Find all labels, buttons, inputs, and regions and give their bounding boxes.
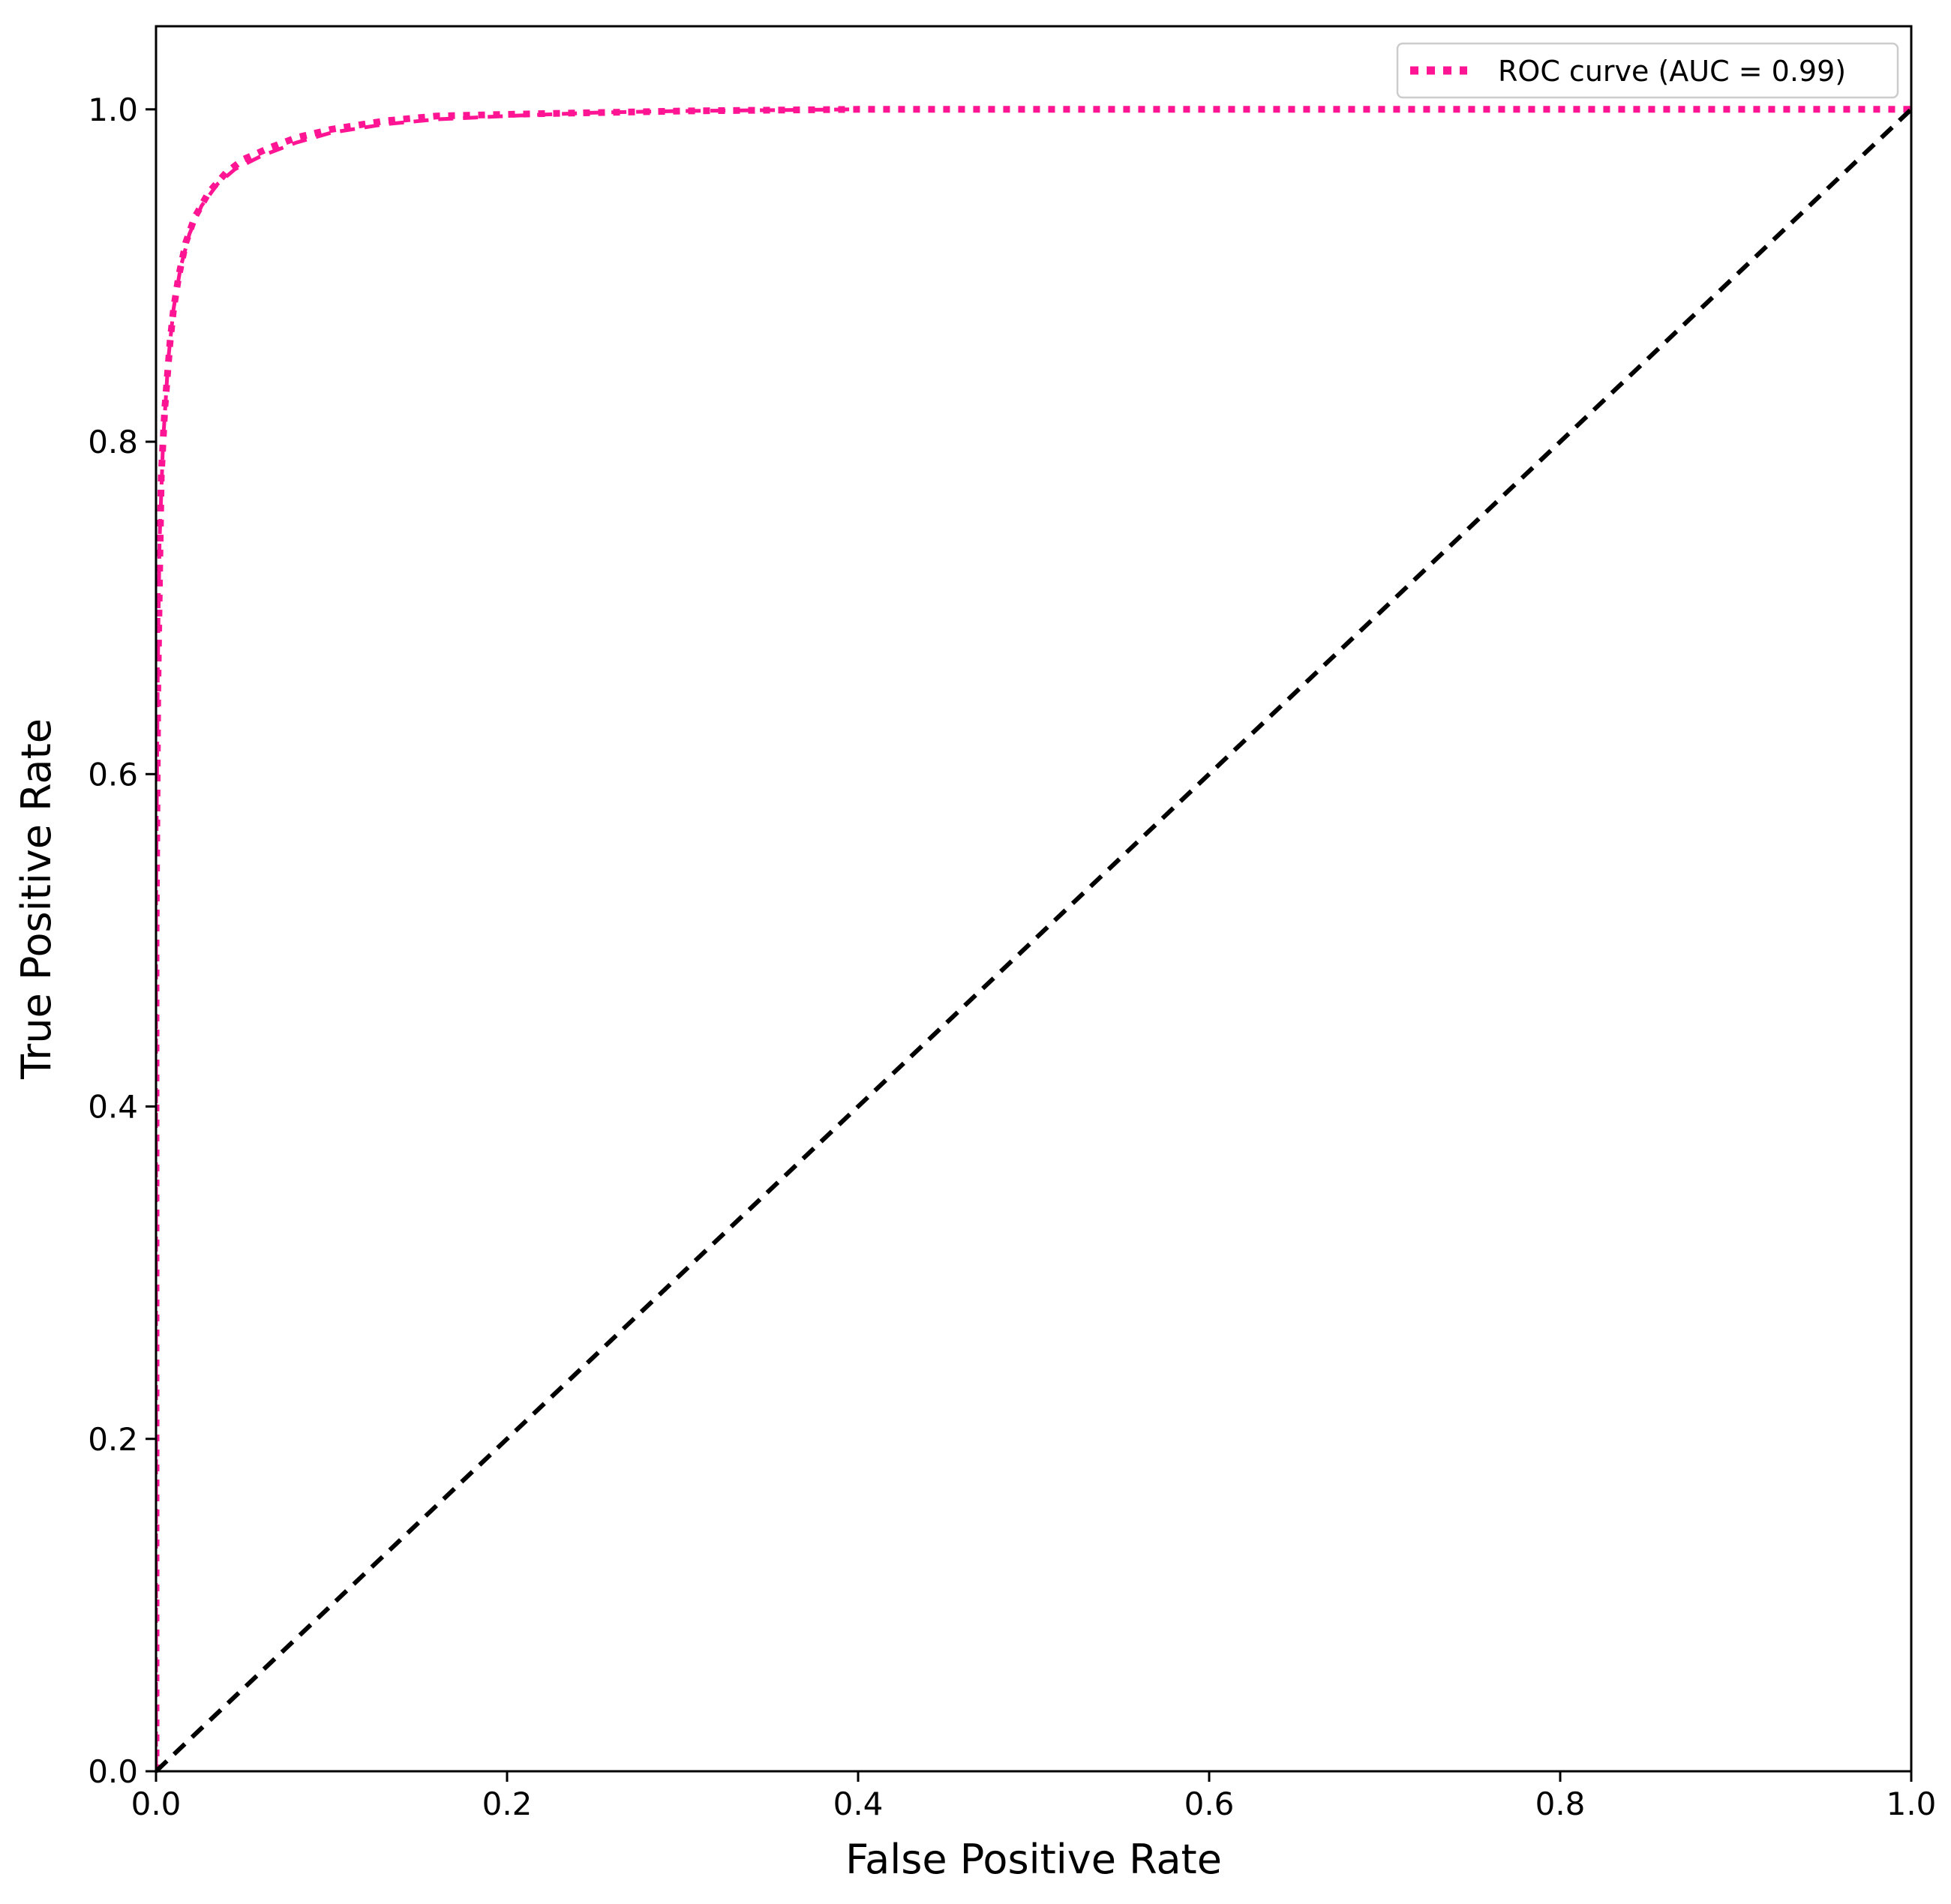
x-axis-label: False Positive Rate xyxy=(845,1836,1222,1883)
y-tick-label: 0.8 xyxy=(88,424,138,460)
x-tick-label: 0.4 xyxy=(833,1786,884,1822)
x-tick-label: 1.0 xyxy=(1886,1786,1937,1822)
y-tick-label: 0.6 xyxy=(88,756,138,793)
x-tick-label: 0.0 xyxy=(131,1786,182,1822)
axes: 0.0 0.2 0.4 0.6 0.8 1.0 0.0 0.2 0.4 0.6 0.8 1.0 Fals… xyxy=(13,25,1937,1883)
y-tick-label: 1.0 xyxy=(88,91,138,128)
x-tick-label: 0.6 xyxy=(1184,1786,1235,1822)
y-axis-label: True Positive Rate xyxy=(13,718,60,1080)
legend-label: ROC curve (AUC = 0.99) xyxy=(1498,55,1846,88)
legend: ROC curve (AUC = 0.99) xyxy=(1396,42,1899,99)
x-tick-label: 0.8 xyxy=(1535,1786,1586,1822)
x-tick-label: 0.2 xyxy=(482,1786,533,1822)
y-tick-label: 0.2 xyxy=(88,1421,138,1458)
legend-box xyxy=(1396,42,1899,99)
plot-area xyxy=(156,106,1913,1773)
y-tick-label: 0.0 xyxy=(88,1753,138,1790)
axes-frame xyxy=(155,25,1913,1773)
chance-diagonal-line xyxy=(156,107,1913,1773)
roc-curve-dashed-line xyxy=(156,107,859,1771)
y-tick-label: 0.4 xyxy=(88,1089,138,1126)
